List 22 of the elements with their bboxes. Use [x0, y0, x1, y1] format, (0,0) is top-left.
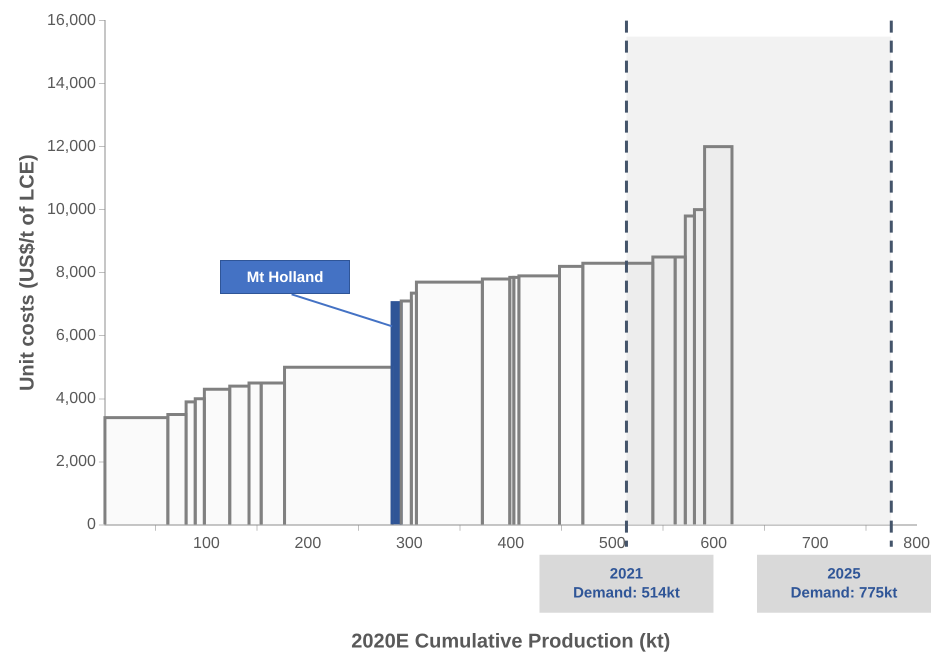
callout-box: Mt Holland: [220, 260, 350, 294]
x-tick-label: 500: [598, 534, 626, 552]
x-tick-label: 100: [193, 534, 220, 552]
y-tick-label: 12,000: [47, 138, 96, 156]
x-axis-title: 2020E Cumulative Production (kt): [351, 630, 670, 653]
x-tick-label: 300: [396, 534, 423, 552]
ref-line-label: 2025 Demand: 775kt: [790, 565, 898, 602]
x-tick-label: 600: [700, 534, 728, 552]
y-tick-label: 16,000: [47, 12, 96, 30]
x-tick-label: 700: [802, 534, 829, 552]
y-axis-title: Unit costs (US$/t of LCE): [16, 154, 39, 392]
x-tick-label: 800: [903, 534, 930, 552]
y-tick-label: 0: [87, 516, 96, 534]
ref-line-label: 2021 Demand: 514kt: [573, 565, 680, 602]
x-tick-label: 200: [294, 534, 322, 552]
y-tick-label: 10,000: [47, 201, 96, 218]
y-tick-label: 2,000: [56, 453, 96, 470]
y-tick-label: 8,000: [56, 264, 96, 282]
y-tick-label: 14,000: [47, 75, 96, 92]
y-tick-label: 4,000: [56, 390, 96, 408]
y-tick-label: 6,000: [56, 327, 96, 344]
x-tick-label: 400: [497, 534, 524, 552]
